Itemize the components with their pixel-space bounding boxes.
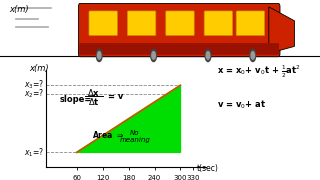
Text: $x_3$=?: $x_3$=? xyxy=(24,79,44,91)
Circle shape xyxy=(97,52,101,59)
FancyBboxPatch shape xyxy=(204,11,233,36)
Text: x(m): x(m) xyxy=(29,64,49,73)
Text: slope=: slope= xyxy=(60,95,92,104)
FancyBboxPatch shape xyxy=(166,11,194,36)
Circle shape xyxy=(152,52,156,59)
FancyBboxPatch shape xyxy=(89,11,117,36)
Text: $\Delta$t: $\Delta$t xyxy=(88,96,100,107)
Text: = v: = v xyxy=(108,92,123,101)
Text: $x_1$=?: $x_1$=? xyxy=(24,146,44,159)
FancyBboxPatch shape xyxy=(236,11,265,36)
Text: $\Delta$x: $\Delta$x xyxy=(87,87,100,98)
Circle shape xyxy=(251,52,255,59)
Text: t(sec): t(sec) xyxy=(197,164,219,173)
Polygon shape xyxy=(269,7,294,53)
Polygon shape xyxy=(77,85,180,152)
Circle shape xyxy=(206,52,210,59)
Text: x = x$_0$+ v$_0$t + $\frac{1}{2}$at$^2$: x = x$_0$+ v$_0$t + $\frac{1}{2}$at$^2$ xyxy=(217,64,301,80)
FancyBboxPatch shape xyxy=(78,3,280,57)
Circle shape xyxy=(205,49,211,62)
Text: $x_2$=?: $x_2$=? xyxy=(24,88,44,100)
Circle shape xyxy=(96,49,102,62)
FancyBboxPatch shape xyxy=(79,43,279,55)
Text: v = v$_0$+ at: v = v$_0$+ at xyxy=(217,98,266,111)
Text: Area $\Rightarrow$: Area $\Rightarrow$ xyxy=(92,129,124,140)
Text: No
meaning: No meaning xyxy=(120,130,150,143)
Text: x(m): x(m) xyxy=(10,5,29,14)
Circle shape xyxy=(151,49,156,62)
FancyBboxPatch shape xyxy=(127,11,156,36)
Circle shape xyxy=(250,49,256,62)
